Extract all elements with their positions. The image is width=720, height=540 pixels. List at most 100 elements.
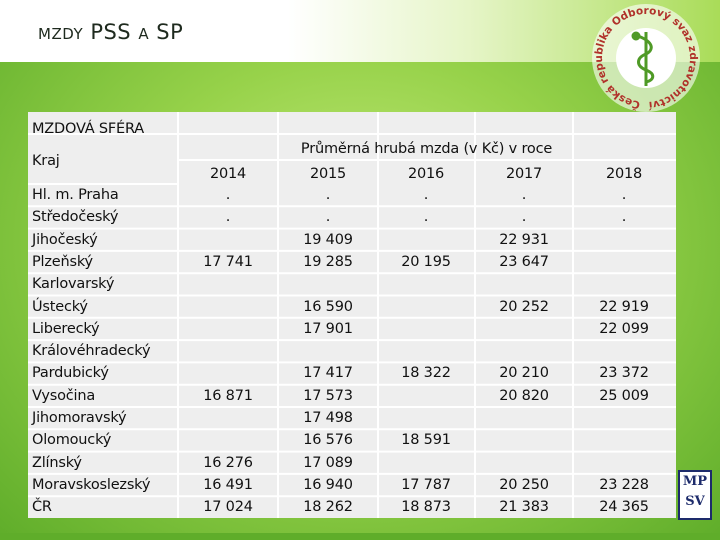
table-cell — [180, 296, 276, 318]
page-title: MZDY PSS A SP — [38, 20, 183, 44]
table-cell: . — [325, 209, 331, 226]
table-cell — [476, 452, 572, 474]
table-row-region: Moravskoslezský — [32, 476, 151, 493]
table-cell — [378, 340, 474, 362]
table-row-region: Olomoucký — [32, 432, 112, 449]
table-cell — [180, 318, 276, 340]
table-cell: . — [423, 187, 429, 203]
table-cell: . — [225, 209, 231, 226]
table-cell — [180, 429, 276, 451]
table-row-region: Hl. m. Praha — [32, 187, 119, 203]
table-cell — [576, 340, 672, 362]
table-cell — [378, 318, 474, 340]
table-row-region: Liberecký — [32, 320, 100, 337]
union-logo: Česká republika Odborový svaz zdravotnic… — [590, 2, 700, 112]
table-cell: 20 820 — [499, 387, 549, 404]
table-row-region: Jihomoravský — [32, 410, 127, 426]
table-row-region: Pardubický — [32, 365, 109, 382]
table-row-region: Středočeský — [32, 209, 119, 226]
table-cell: 18 873 — [401, 499, 451, 516]
region-header: Kraj — [32, 153, 60, 169]
title-part1: MZDY — [38, 25, 84, 43]
table-cell: 20 250 — [499, 476, 549, 493]
section-label: MZDOVÁ SFÉRA — [32, 121, 144, 137]
table-cell: 22 931 — [499, 231, 549, 248]
table-cell — [476, 429, 572, 451]
table-cell — [280, 273, 376, 295]
caduceus-icon — [631, 31, 655, 86]
table-cell: 22 919 — [599, 298, 649, 315]
table-cell — [476, 340, 572, 362]
table-cell: 17 787 — [401, 476, 451, 493]
table-row-region: Ústecký — [32, 298, 88, 315]
table-cell: . — [621, 209, 627, 226]
table-cell — [378, 296, 474, 318]
table-cell — [576, 251, 672, 273]
table-cell: . — [521, 187, 527, 203]
table-cell: 19 409 — [303, 231, 353, 248]
group-header: Průměrná hrubá mzda (v Kč) v roce — [300, 141, 553, 157]
year-header-2015: 2015 — [309, 166, 347, 182]
table-row-region: Plzeňský — [32, 253, 93, 270]
table-cell: 16 590 — [303, 298, 353, 315]
table-cell: 17 901 — [303, 320, 353, 337]
table-row-region: ČR — [32, 499, 52, 516]
table-cell: 17 741 — [203, 253, 253, 270]
year-header-2018: 2018 — [605, 166, 643, 182]
year-header-2017: 2017 — [505, 166, 543, 182]
table-cell — [476, 407, 572, 429]
table-cell: 22 099 — [599, 320, 649, 337]
table-cell — [280, 340, 376, 362]
table-cell: 18 262 — [303, 499, 353, 516]
table-cell: 17 089 — [303, 454, 353, 471]
table-cell: 23 372 — [599, 365, 649, 382]
table-cell — [378, 229, 474, 251]
table-cell — [576, 407, 672, 429]
table-cell: . — [225, 187, 231, 203]
table-cell — [378, 407, 474, 429]
year-header-2016: 2016 — [407, 166, 445, 182]
table-cell: 17 417 — [303, 365, 353, 382]
bottom-bar — [0, 533, 720, 540]
mpsv-logo: MP SV — [678, 470, 712, 520]
table-cell: . — [521, 209, 527, 226]
table-cell: 17 573 — [303, 387, 353, 404]
title-part3: A — [138, 25, 150, 43]
table-cell — [180, 407, 276, 429]
table-cell: 17 498 — [303, 410, 353, 426]
table-cell — [576, 429, 672, 451]
table-cell: 19 285 — [303, 253, 353, 270]
table-cell: 23 228 — [599, 476, 649, 493]
table-cell — [476, 318, 572, 340]
table-cell: 18 591 — [401, 432, 451, 449]
title-part4: SP — [156, 20, 184, 44]
table-cell — [576, 229, 672, 251]
table-cell — [180, 362, 276, 384]
table-row-region: Zlínský — [32, 454, 82, 471]
wage-table: MZDOVÁ SFÉRA Kraj Průměrná hrubá mzda (v K… — [28, 112, 676, 518]
mpsv-line1: MP — [682, 474, 708, 489]
table-cell — [378, 452, 474, 474]
table-cell: 20 195 — [401, 253, 451, 270]
table-row-region: Jihočeský — [32, 231, 98, 248]
table-cell: 21 383 — [499, 499, 549, 516]
table-cell: . — [325, 187, 331, 203]
table-row-region: Karlovarský — [32, 276, 115, 293]
year-header-2014: 2014 — [209, 166, 247, 182]
table-cell — [378, 385, 474, 407]
table-cell: 16 276 — [203, 454, 253, 471]
table-cell: 24 365 — [599, 499, 649, 516]
table-cell: 17 024 — [203, 499, 253, 516]
table-cell: 20 252 — [499, 298, 549, 315]
table-cell — [576, 452, 672, 474]
table-cell: 16 871 — [203, 387, 253, 404]
table-cell: 23 647 — [499, 253, 549, 270]
table-row-region: Královéhradecký — [32, 343, 151, 360]
table-cell — [180, 340, 276, 362]
table-grid — [28, 112, 676, 518]
mpsv-line2: SV — [685, 494, 705, 509]
table-cell: . — [621, 187, 627, 203]
table-cell: 20 210 — [499, 365, 549, 382]
title-part2: PSS — [90, 20, 132, 44]
table-cell — [180, 229, 276, 251]
